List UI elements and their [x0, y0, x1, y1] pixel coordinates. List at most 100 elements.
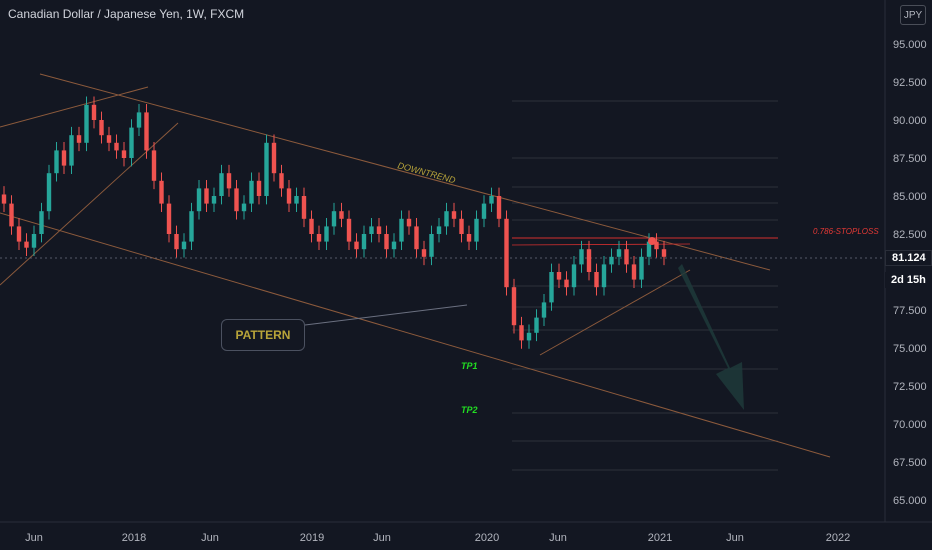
candle-body [31, 234, 37, 248]
candles [1, 96, 667, 349]
candle-body [459, 218, 464, 234]
trendlines [0, 73, 885, 458]
candle-body [166, 203, 172, 234]
candle-body [601, 264, 607, 288]
candle-body [24, 241, 29, 248]
candle-body [241, 203, 247, 212]
candle-body [9, 203, 14, 227]
candle-body [331, 211, 337, 227]
candle-body [586, 249, 592, 272]
projection-arrow [678, 264, 744, 410]
price-tick-label: 77.500 [893, 305, 927, 317]
downtrend-line [39, 73, 771, 271]
current-price-tag: 81.124 [885, 250, 932, 266]
candle-body [316, 234, 322, 242]
chart-title: Canadian Dollar / Japanese Yen, 1W, FXCM [8, 7, 245, 21]
candle-body [54, 150, 59, 174]
candle-body [144, 112, 149, 151]
channel-lower-line [0, 212, 831, 458]
candle-body [654, 241, 659, 250]
fibonacci-levels [512, 100, 778, 471]
price-tick-label: 92.500 [893, 77, 927, 89]
candle-body [234, 188, 239, 212]
candle-body [594, 272, 599, 288]
candle-body [414, 226, 419, 250]
time-axis[interactable]: Jun 2018 Jun 2019 Jun 2020 Jun 2021 Jun 2022 [25, 532, 850, 544]
candle-body [294, 196, 299, 204]
candle-body [436, 226, 442, 234]
pattern-pointer-line [304, 304, 468, 326]
candle-body [1, 194, 7, 204]
candle-body [189, 211, 194, 242]
candle-body [451, 211, 457, 219]
candle-body [16, 226, 22, 242]
bar-countdown: 2d 15h [885, 272, 932, 288]
price-tick-label: 82.500 [893, 229, 927, 241]
price-tick-label: 85.000 [893, 191, 927, 203]
price-tick-label: 75.000 [893, 343, 927, 355]
candle-body [609, 256, 614, 265]
candle-body [174, 234, 179, 250]
candle-body [571, 264, 577, 288]
candle-body [549, 272, 554, 303]
stoploss-label: 0.786-STOPLOSS [813, 227, 879, 236]
price-tick-label: 65.000 [893, 495, 927, 507]
candle-body [114, 142, 119, 151]
candle-body [399, 218, 404, 242]
candle-body [376, 226, 382, 234]
time-tick-label: 2019 [300, 532, 324, 544]
candle-body [391, 241, 397, 250]
candle-body [541, 302, 547, 318]
candle-body [624, 249, 629, 265]
price-axis[interactable]: 95.000 92.500 90.000 87.500 85.000 82.500 77.5… [893, 39, 927, 507]
candle-body [661, 249, 667, 257]
time-tick-label: Jun [201, 532, 219, 544]
pattern-callout: PATTERN [221, 319, 305, 351]
candle-body [579, 249, 584, 265]
candle-body [646, 241, 652, 257]
currency-button[interactable]: JPY [900, 5, 926, 25]
time-tick-label: Jun [549, 532, 567, 544]
candle-body [496, 196, 502, 219]
time-tick-label: 2021 [648, 532, 672, 544]
candle-body [504, 218, 509, 288]
time-tick-label: Jun [25, 532, 43, 544]
price-tick-label: 70.000 [893, 419, 927, 431]
time-tick-label: 2020 [475, 532, 499, 544]
candle-body [466, 234, 472, 242]
candle-body [196, 188, 202, 212]
candle-body [159, 180, 164, 204]
candle-body [361, 234, 367, 250]
candle-body [129, 127, 134, 158]
candle-body [204, 188, 209, 204]
candle-body [91, 104, 97, 120]
tp1-label: TP1 [461, 361, 478, 371]
candle-body [564, 279, 569, 288]
price-tick-label: 90.000 [893, 115, 927, 127]
candle-body [421, 249, 427, 257]
candle-body [406, 218, 412, 227]
time-tick-label: Jun [373, 532, 391, 544]
candle-body [136, 112, 142, 128]
candle-body [526, 332, 532, 341]
left-upper-line [0, 86, 149, 128]
time-tick-label: 2018 [122, 532, 146, 544]
candle-body [46, 173, 52, 212]
candle-body [474, 218, 479, 242]
tp2-label: TP2 [461, 405, 478, 415]
candle-body [481, 203, 487, 219]
candle-body [354, 241, 359, 250]
downtrend-label: DOWNTREND [396, 160, 457, 185]
candle-body [556, 272, 562, 280]
candle-body [211, 196, 217, 204]
candle-body [324, 226, 329, 242]
candle-body [151, 150, 157, 181]
candle-body [519, 325, 524, 341]
candle-body [339, 211, 344, 219]
candle-body [429, 234, 434, 257]
candle-body [181, 241, 187, 250]
left-rising-line [0, 122, 179, 286]
candle-body [249, 180, 254, 204]
candle-body [61, 150, 67, 166]
